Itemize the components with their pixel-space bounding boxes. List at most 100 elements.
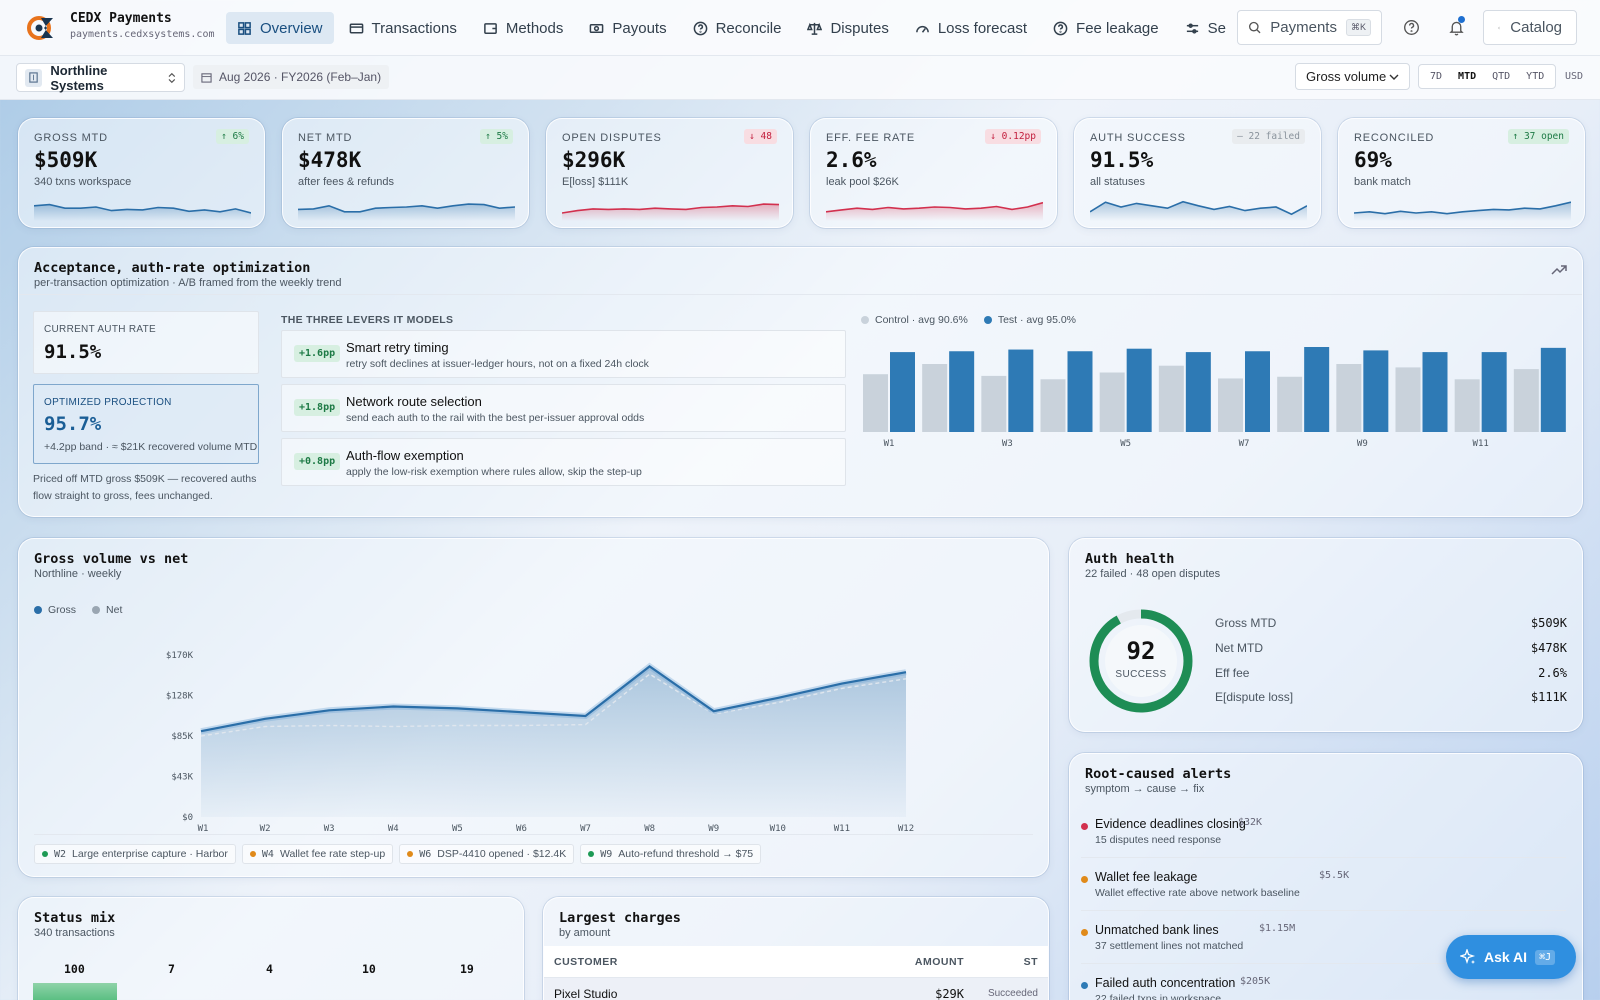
range-mtd[interactable]: MTD (1458, 71, 1477, 82)
workspace-select[interactable]: Northline Systems (16, 63, 185, 93)
kpi-card-eff-fee-rate[interactable]: EFF. FEE RATE ↓ 0.12pp 2.6% leak pool $26K (810, 118, 1057, 228)
annotation-chip[interactable]: W9 Auto-refund threshold → $75 (580, 844, 762, 864)
lever-item[interactable]: +0.8pp Auth-flow exemption apply the low-r… (281, 438, 846, 486)
nav-overview[interactable]: Overview (226, 12, 334, 44)
x-tick-label: W5 (452, 824, 463, 834)
help-circle-icon (693, 21, 707, 35)
annotation-chip[interactable]: W6 DSP-4410 opened · $12.4K (399, 844, 575, 864)
metric-label: Net MTD (1215, 641, 1263, 655)
control-bar (863, 374, 888, 432)
alert-item[interactable]: Failed auth concentration $205K 22 failed … (1081, 964, 1566, 1000)
col-customer[interactable]: CUSTOMER (554, 956, 618, 968)
col-status[interactable]: ST (1023, 956, 1038, 968)
table-row[interactable]: Pixel Studio $29K Succeeded (544, 978, 1048, 1000)
alert-severity-dot (1081, 982, 1088, 989)
nav-label: Methods (505, 19, 564, 37)
y-tick-label: $128K (166, 692, 194, 702)
gross-legend: Gross Net (34, 604, 122, 616)
top-bar: CEDX Payments payments.cedxsystems.com O… (0, 0, 1600, 56)
catalog-button[interactable]: Catalog (1483, 10, 1577, 45)
annotation-text: Large enterprise capture · Harbor (72, 848, 228, 860)
x-tick-label: W1 (198, 824, 209, 834)
annotation-chip[interactable]: W4 Wallet fee rate step-up (241, 844, 394, 864)
table-header: CUSTOMER AMOUNT ST (544, 946, 1048, 978)
help-button[interactable] (1400, 16, 1422, 38)
nav-label: Payouts (612, 19, 667, 37)
annotation-dot (407, 851, 414, 857)
nav-fee-leakage[interactable]: Fee leakage (1042, 12, 1170, 44)
kpi-card-reconciled[interactable]: RECONCILED ↑ 37 open 69% bank match (1338, 118, 1585, 228)
alert-desc: 22 failed txns in workspace (1095, 993, 1222, 1000)
annotation-chip[interactable]: W2 Large enterprise capture · Harbor (34, 844, 236, 864)
alert-item[interactable]: Unmatched bank lines $1.15M 37 settlement … (1081, 911, 1566, 964)
alert-item[interactable]: Evidence deadlines closing $32K 15 dispute… (1081, 805, 1566, 858)
scale-icon (807, 22, 823, 35)
kpi-card-auth-success[interactable]: AUTH SUCCESS — 22 failed 91.5% all statuses (1074, 118, 1321, 228)
x-tick-label: W11 (834, 824, 850, 834)
success-gauge (1089, 609, 1193, 713)
kpi-badge: ↓ 0.12pp (985, 129, 1041, 144)
metric-select[interactable]: Gross volume (1295, 63, 1410, 90)
lever-item[interactable]: +1.8pp Network route selection send each a… (281, 384, 846, 432)
nav-reconcile[interactable]: Reconcile (682, 12, 793, 44)
health-metric-row: Eff fee 2.6% (1215, 666, 1567, 680)
status-count: 100 (64, 962, 85, 976)
kpi-sparkline (34, 203, 251, 221)
sliders-icon (1186, 22, 1198, 34)
optimized-projection-box: OPTIMIZED PROJECTION 95.7% +4.2pp band ·… (33, 384, 259, 464)
kpi-card-gross-mtd[interactable]: GROSS MTD ↑ 6% $509K 340 txns workspace (18, 118, 265, 228)
ask-ai-label: Ask AI (1484, 949, 1528, 965)
nav-se[interactable]: Se (1174, 12, 1226, 44)
metric-value: 2.6% (1538, 666, 1567, 680)
legend-gross: Gross (34, 604, 76, 616)
ask-ai-button[interactable]: Ask AI ⌘J (1446, 935, 1576, 979)
test-bar (1363, 350, 1389, 432)
kpi-card-open-disputes[interactable]: OPEN DISPUTES ↓ 48 $296K E[loss] $111K (546, 118, 793, 228)
period-selector[interactable]: Aug 2026 · FY2026 (Feb–Jan) (193, 65, 390, 89)
x-tick-label: W3 (324, 824, 335, 834)
x-tick-label: W10 (770, 824, 786, 834)
card-icon (349, 23, 363, 33)
status-count: 4 (266, 962, 273, 976)
control-bar (1040, 379, 1066, 432)
alert-item[interactable]: Wallet fee leakage $5.5K Wallet effective … (1081, 858, 1566, 911)
range-7d[interactable]: 7D (1430, 71, 1443, 82)
gross-area (201, 666, 906, 817)
nav-loss-forecast[interactable]: Loss forecast (904, 12, 1038, 44)
search-button[interactable]: Payments ⌘K (1237, 10, 1382, 45)
range-ytd[interactable]: YTD (1526, 71, 1545, 82)
lever-pp: +1.8pp (294, 399, 341, 416)
test-bar (890, 352, 915, 432)
y-tick-label: $85K (171, 732, 193, 742)
trend-up-icon[interactable] (1551, 264, 1567, 276)
acceptance-subtitle: per-transaction optimization · A/B frame… (34, 277, 342, 289)
lever-name: Smart retry timing (346, 340, 449, 355)
current-auth-value: 91.5% (44, 341, 102, 363)
nav-label: Transactions (371, 19, 457, 37)
alert-amount: $1.15M (1259, 923, 1296, 934)
ab-tick-label: W9 (1357, 439, 1368, 449)
lever-item[interactable]: +1.6pp Smart retry timing retry soft decli… (281, 330, 846, 378)
gross-chart-subtitle: Northline · weekly (34, 568, 122, 580)
col-amount[interactable]: AMOUNT (914, 956, 964, 968)
nav-disputes[interactable]: Disputes (796, 12, 899, 44)
search-shortcut: ⌘K (1345, 19, 1371, 36)
nav-transactions[interactable]: Transactions (338, 12, 468, 44)
nav-methods[interactable]: Methods (472, 12, 575, 44)
status-count: 7 (168, 962, 175, 976)
notifications-button[interactable] (1445, 16, 1467, 38)
acceptance-title: Acceptance, auth-rate optimization (34, 260, 311, 276)
kpi-label: AUTH SUCCESS (1090, 132, 1186, 144)
lever-desc: retry soft declines at issuer-ledger hou… (346, 358, 649, 370)
period-label: Aug 2026 · FY2026 (Feb–Jan) (219, 70, 382, 84)
nav-payouts[interactable]: Payouts (578, 12, 677, 44)
nav-label: Fee leakage (1076, 19, 1159, 37)
legend-net: Net (92, 604, 122, 616)
kpi-value: 91.5% (1090, 148, 1154, 172)
range-qtd[interactable]: QTD (1492, 71, 1511, 82)
brand-name: CEDX Payments (70, 11, 172, 26)
cedx-logo-icon[interactable] (26, 14, 54, 42)
alert-severity-dot (1081, 823, 1088, 830)
kpi-card-net-mtd[interactable]: NET MTD ↑ 5% $478K after fees & refunds (282, 118, 529, 228)
calendar-icon (201, 72, 212, 83)
